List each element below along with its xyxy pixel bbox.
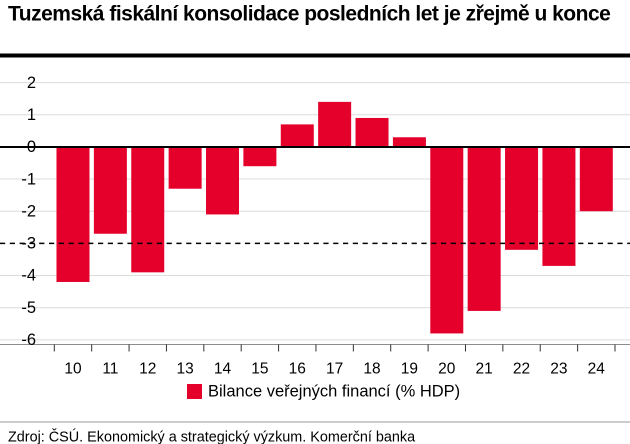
svg-text:20: 20 (438, 361, 456, 378)
svg-text:21: 21 (476, 361, 493, 378)
svg-text:23: 23 (550, 361, 567, 378)
svg-text:Tuzemská fiskální konsolidace: Tuzemská fiskální konsolidace posledních… (8, 3, 610, 26)
svg-text:-4: -4 (21, 267, 36, 285)
svg-text:19: 19 (401, 361, 418, 378)
svg-text:Zdroj: ČSÚ. Ekonomický a strat: Zdroj: ČSÚ. Ekonomický a strategický výz… (8, 429, 415, 444)
svg-text:1: 1 (27, 106, 36, 124)
svg-text:16: 16 (289, 361, 306, 378)
svg-text:18: 18 (363, 361, 380, 378)
svg-text:13: 13 (177, 361, 194, 378)
svg-text:-6: -6 (21, 331, 36, 349)
svg-text:-2: -2 (21, 202, 36, 220)
svg-text:Bilance veřejných financí (% H: Bilance veřejných financí (% HDP) (208, 383, 460, 401)
svg-text:17: 17 (326, 361, 343, 378)
svg-text:15: 15 (251, 361, 268, 378)
svg-text:-1: -1 (21, 170, 36, 188)
svg-text:-3: -3 (21, 235, 36, 253)
svg-text:12: 12 (139, 361, 156, 378)
svg-text:22: 22 (513, 361, 530, 378)
svg-text:0: 0 (27, 138, 36, 156)
svg-text:10: 10 (64, 361, 82, 378)
svg-text:-5: -5 (21, 299, 36, 317)
svg-text:2: 2 (27, 74, 36, 92)
svg-text:14: 14 (214, 361, 232, 378)
svg-text:11: 11 (102, 361, 118, 378)
svg-text:24: 24 (588, 361, 606, 378)
